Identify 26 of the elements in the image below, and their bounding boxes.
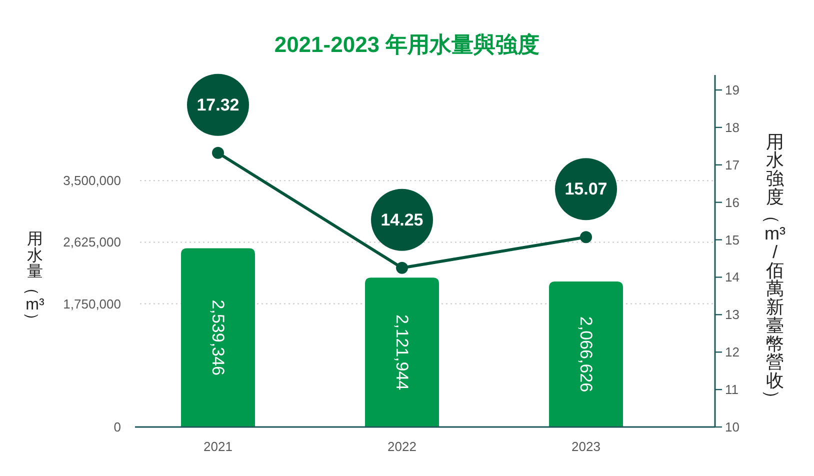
x-tick-label: 2023 xyxy=(572,439,600,454)
chart-title: 2021-2023 年用水量與強度 xyxy=(274,32,540,57)
data-label: 14.25 xyxy=(380,210,424,230)
y-tick-label: 3,500,000 xyxy=(63,173,121,188)
y2-tick-label: 12 xyxy=(725,344,740,360)
y2-tick-label: 15 xyxy=(725,232,740,248)
y-tick-label: 1,750,000 xyxy=(63,296,121,312)
y2-tick-label: 11 xyxy=(725,382,738,398)
data-label: 17.32 xyxy=(196,95,240,114)
x-tick-label: 2022 xyxy=(388,439,416,454)
y2-tick-label: 13 xyxy=(725,307,740,322)
x-tick-label: 2021 xyxy=(204,439,232,454)
y2-tick-label: 14 xyxy=(725,270,740,285)
y2-axis-title: 用水強度（m³/佰萬新臺幣營收） xyxy=(762,132,786,408)
data-label: 15.07 xyxy=(564,180,608,199)
y2-tick-label: 18 xyxy=(725,120,740,135)
data-label: 2,066,626 xyxy=(576,316,596,392)
data-label: 2,121,944 xyxy=(392,314,412,390)
y2-tick-label: 17 xyxy=(725,157,740,172)
y-axis-title: 用水量（m³） xyxy=(23,231,44,328)
data-label: 2,539,346 xyxy=(208,300,228,376)
y2-tick-label: 19 xyxy=(725,82,740,98)
y2-tick-label: 16 xyxy=(725,194,740,210)
y-tick-label: 0 xyxy=(114,420,121,434)
y-tick-label: 2,625,000 xyxy=(63,234,121,250)
y2-tick-label: 10 xyxy=(725,420,740,434)
